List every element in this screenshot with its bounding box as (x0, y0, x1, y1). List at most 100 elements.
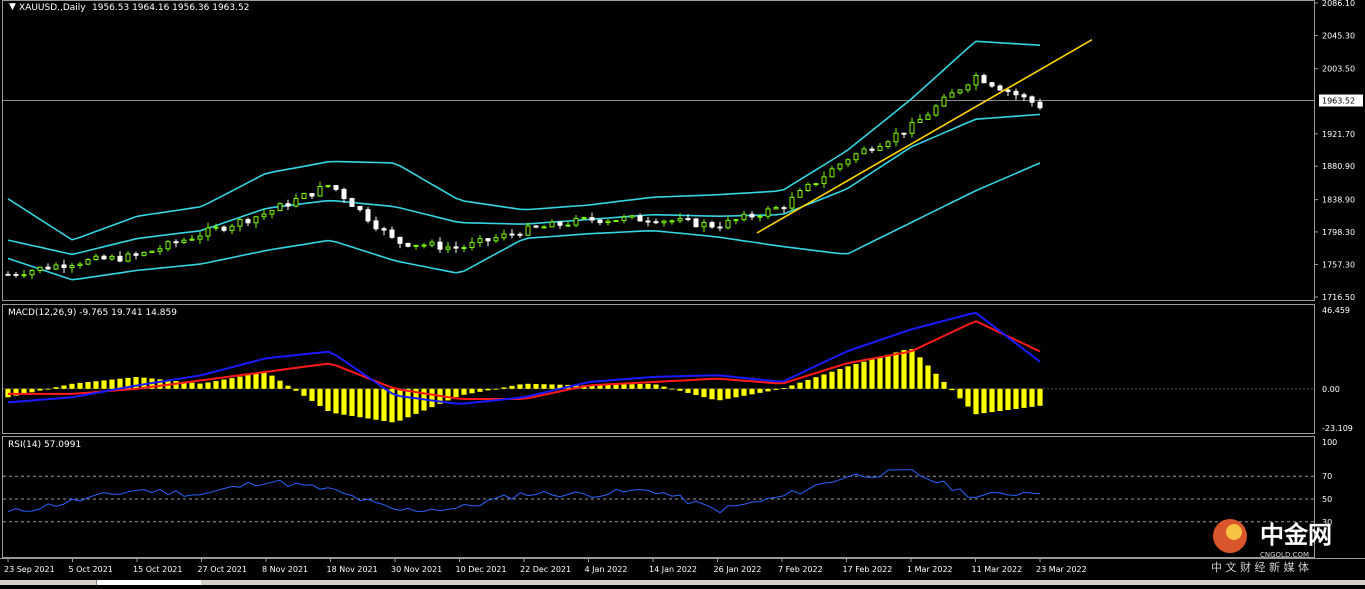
candle-body (445, 246, 451, 250)
candle-body (213, 226, 219, 229)
candle-body (101, 255, 107, 260)
candle-body (541, 226, 547, 229)
macd-bar (629, 384, 635, 389)
candle-body (1021, 94, 1027, 98)
macd-bar (477, 388, 483, 392)
macd-bar (973, 388, 979, 415)
candle-body (917, 118, 923, 123)
price-layer[interactable] (5, 38, 1093, 281)
macd-bar (317, 388, 323, 406)
macd-bar (93, 381, 99, 389)
macd-bar (237, 376, 243, 389)
candle-body (853, 153, 859, 161)
macd-bar (637, 384, 643, 389)
x-tick-label: 1 Mar 2022 (907, 565, 953, 574)
macd-bar (597, 385, 603, 389)
macd-bar (933, 373, 939, 389)
macd-bar (693, 388, 699, 396)
candle-body (165, 241, 171, 250)
rsi-layer[interactable] (7, 469, 1041, 514)
candle-body (605, 220, 611, 224)
candle-body (141, 251, 147, 256)
macd-bar (85, 382, 91, 389)
candle-body (821, 176, 827, 185)
macd-bar (285, 385, 291, 389)
candle-body (341, 188, 347, 200)
bottom-tab-bar[interactable] (0, 580, 1365, 585)
macd-bar (989, 388, 995, 413)
candle-body (957, 89, 963, 94)
candle-body (301, 193, 307, 199)
current-price-label: 1963.52 (1322, 97, 1355, 106)
candle-body (773, 207, 779, 210)
macd-bar (733, 388, 739, 398)
candle-body (925, 114, 931, 120)
candle-body (245, 219, 251, 224)
candle-body (133, 253, 139, 256)
x-tick-label: 30 Nov 2021 (391, 565, 442, 574)
candle-body (813, 183, 819, 186)
candle-body (293, 197, 299, 207)
candle-body (877, 145, 883, 151)
macd-bar (533, 384, 539, 389)
candle-body (453, 246, 459, 249)
macd-bar (373, 388, 379, 420)
macd-bar (325, 388, 331, 411)
macd-bar (213, 381, 219, 389)
candle-body (965, 84, 971, 91)
candle-body (885, 141, 891, 147)
macd-bar (453, 388, 459, 398)
macd-bar (837, 368, 843, 389)
macd-bar (117, 378, 123, 389)
rsi-tick-label: 70 (1322, 472, 1332, 481)
candle-body (205, 227, 211, 237)
macd-bar (621, 384, 627, 389)
macd-bar (709, 388, 715, 400)
macd-bar (925, 365, 931, 389)
macd-bar (461, 388, 467, 395)
macd-bar (781, 388, 787, 389)
macd-bar (333, 388, 339, 414)
macd-bar (741, 388, 747, 396)
macd-bar (701, 388, 707, 398)
candle-body (693, 218, 699, 228)
candle-body (733, 219, 739, 222)
chart-tab[interactable] (96, 580, 201, 585)
candle-body (237, 219, 243, 227)
macd-bar (1037, 388, 1043, 406)
gridlines (3, 100, 1314, 523)
candle-body (397, 236, 403, 244)
candle-body (869, 148, 875, 151)
macd-bar (645, 383, 651, 389)
macd-bar (717, 388, 723, 401)
macd-layer[interactable] (5, 311, 1043, 423)
candle-body (725, 219, 731, 229)
rsi-tick-label: 50 (1322, 495, 1332, 504)
candle-body (365, 209, 371, 222)
macd-bar (101, 380, 107, 389)
macd-bar (613, 384, 619, 389)
macd-bar (901, 350, 907, 389)
price-tick-label: 1838.90 (1322, 196, 1355, 205)
macd-tick-label: -23.109 (1322, 424, 1353, 433)
macd-bar (669, 388, 675, 390)
macd-bar (829, 371, 835, 389)
candle-body (549, 221, 555, 228)
macd-bar (141, 377, 147, 389)
macd-bar (773, 388, 779, 390)
macd-bar (805, 379, 811, 389)
bollinger-upper (7, 40, 1041, 241)
macd-bar (349, 388, 355, 416)
candle-body (157, 248, 163, 252)
candle-body (637, 215, 643, 222)
candle-body (221, 226, 227, 231)
x-tick-label: 17 Feb 2022 (843, 565, 893, 574)
candle-body (997, 85, 1003, 91)
macd-bar (69, 383, 75, 389)
candle-body (901, 132, 907, 135)
candle-body (125, 253, 131, 262)
x-tick-label: 14 Jan 2022 (649, 565, 697, 574)
candle-body (261, 213, 267, 218)
